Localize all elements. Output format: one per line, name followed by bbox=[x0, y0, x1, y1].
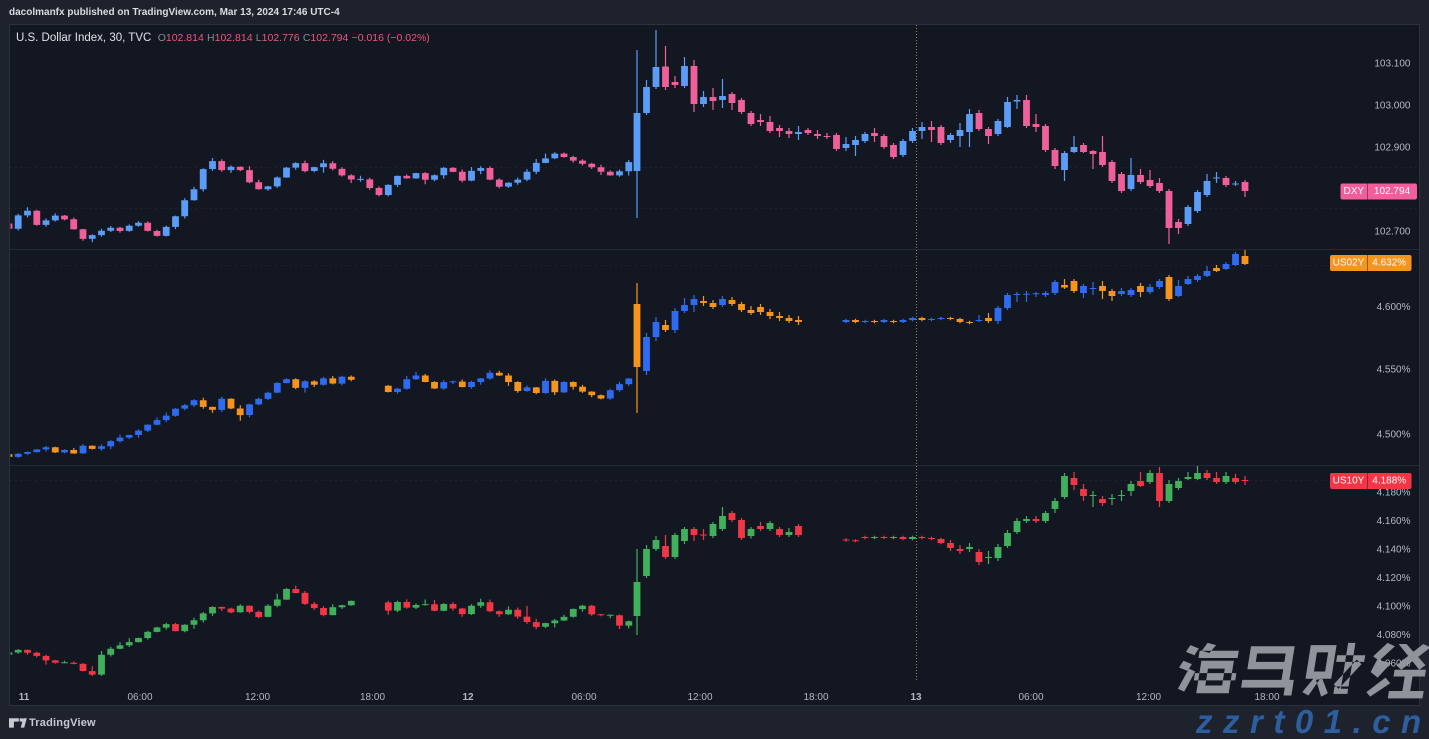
svg-text:12:00: 12:00 bbox=[687, 692, 712, 703]
svg-text:4.600%: 4.600% bbox=[1377, 302, 1411, 313]
svg-text:4.550%: 4.550% bbox=[1377, 365, 1411, 376]
svg-text:4.080%: 4.080% bbox=[1377, 630, 1411, 641]
svg-text:102.700: 102.700 bbox=[1374, 227, 1411, 238]
svg-text:06:00: 06:00 bbox=[127, 692, 152, 703]
svg-text:US02Y: US02Y bbox=[1333, 258, 1365, 269]
svg-text:11: 11 bbox=[19, 692, 30, 703]
svg-text:4.100%: 4.100% bbox=[1377, 602, 1411, 613]
svg-text:12: 12 bbox=[462, 692, 474, 703]
svg-text:102.900: 102.900 bbox=[1374, 143, 1411, 154]
svg-text:4.140%: 4.140% bbox=[1377, 545, 1411, 556]
svg-text:18:00: 18:00 bbox=[360, 692, 385, 703]
svg-text:4.160%: 4.160% bbox=[1377, 516, 1411, 527]
svg-text:18:00: 18:00 bbox=[1254, 692, 1279, 703]
svg-text:102.794: 102.794 bbox=[1374, 186, 1411, 197]
svg-text:103.000: 103.000 bbox=[1374, 101, 1411, 112]
svg-text:12:00: 12:00 bbox=[245, 692, 270, 703]
svg-text:103.100: 103.100 bbox=[1374, 59, 1411, 70]
svg-text:4.060%: 4.060% bbox=[1377, 659, 1411, 670]
svg-text:DXY: DXY bbox=[1343, 186, 1364, 197]
svg-text:12:00: 12:00 bbox=[1136, 692, 1161, 703]
svg-text:4.188%: 4.188% bbox=[1372, 476, 1406, 487]
svg-text:4.500%: 4.500% bbox=[1377, 430, 1411, 441]
svg-text:13: 13 bbox=[910, 692, 922, 703]
svg-text:US10Y: US10Y bbox=[1333, 476, 1365, 487]
svg-text:06:00: 06:00 bbox=[1018, 692, 1043, 703]
svg-text:4.632%: 4.632% bbox=[1372, 258, 1406, 269]
svg-text:06:00: 06:00 bbox=[571, 692, 596, 703]
svg-text:4.120%: 4.120% bbox=[1377, 573, 1411, 584]
svg-text:4.180%: 4.180% bbox=[1377, 488, 1411, 499]
svg-text:18:00: 18:00 bbox=[803, 692, 828, 703]
